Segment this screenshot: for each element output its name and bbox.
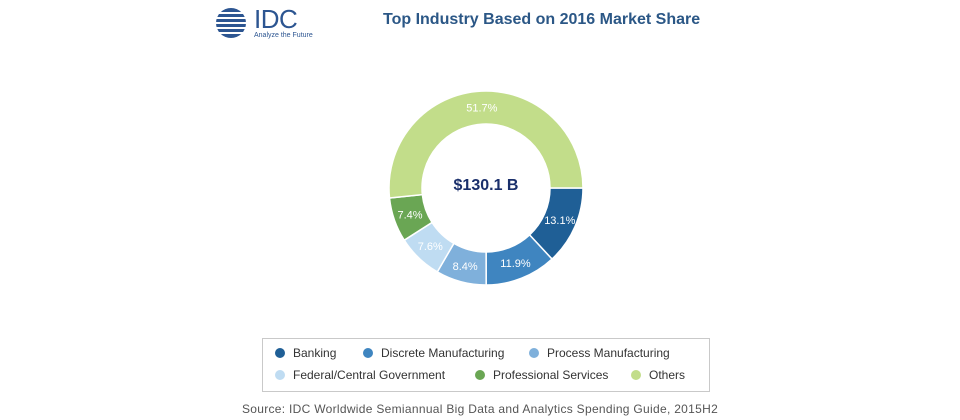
slice-label: 7.6% [418,241,443,253]
legend-label: Federal/Central Government [293,368,446,382]
legend-swatch [529,348,539,358]
chart-legend: Banking Discrete Manufacturing Process Man… [262,338,710,392]
slice-label: 8.4% [453,261,478,273]
chart-title: Top Industry Based on 2016 Market Share [383,11,701,28]
slice-label: 7.4% [397,210,422,222]
donut-slices [388,90,584,286]
legend-item: Process Manufacturing [529,345,670,361]
logo-tagline: Analyze the Future [254,32,313,39]
idc-logo: IDC Analyze the Future [214,4,324,40]
legend-item: Professional Services [475,367,608,383]
center-total-label: $130.1 B [454,177,519,194]
legend-swatch [363,348,373,358]
slice-label: 13.1% [544,215,575,227]
legend-swatch [475,370,485,380]
legend-label: Discrete Manufacturing [381,346,505,360]
slice-labels: 13.1% 11.9% 8.4% 7.6% 7.4% 51.7% [397,103,575,273]
slice-label: 11.9% [500,258,531,270]
slice-label: 51.7% [466,103,497,115]
legend-item: Federal/Central Government [275,367,445,383]
globe-icon [214,8,250,38]
legend-label: Others [649,368,686,382]
legend-swatch [631,370,641,380]
slice-others [388,90,584,199]
legend-item: Discrete Manufacturing [363,345,504,361]
logo-wordmark: IDC [254,4,298,34]
source-note: Source: IDC Worldwide Semiannual Big Dat… [241,402,719,416]
legend-label: Process Manufacturing [547,346,670,360]
legend-swatch [275,370,285,380]
legend-item: Banking [275,345,336,361]
legend-item: Others [631,367,685,383]
legend-swatch [275,348,285,358]
legend-label: Banking [293,346,337,360]
legend-label: Professional Services [493,368,609,382]
